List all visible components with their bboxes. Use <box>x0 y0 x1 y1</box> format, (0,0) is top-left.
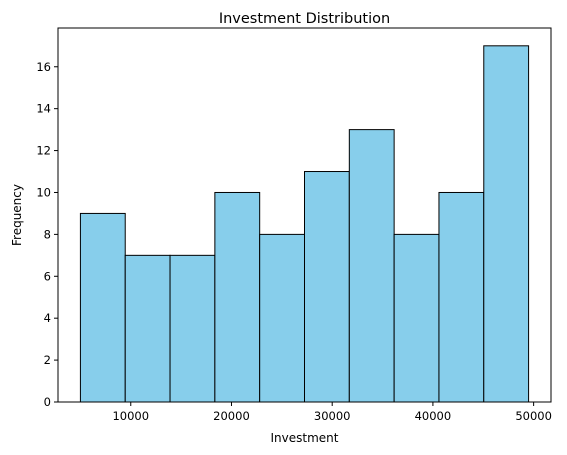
x-axis: 10000 20000 30000 40000 50000 <box>112 402 552 423</box>
histogram-bar <box>214 191 261 403</box>
y-tick-label: 4 <box>44 311 51 325</box>
x-tick-label: 20000 <box>213 409 250 423</box>
x-tick-label: 40000 <box>415 409 452 423</box>
chart-title: Investment Distribution <box>219 11 390 27</box>
y-tick-label: 10 <box>36 185 51 199</box>
y-tick-label: 12 <box>36 144 51 158</box>
y-axis-label: Frequency <box>10 184 24 246</box>
x-axis-label: Investment <box>271 431 339 445</box>
histogram-bar <box>483 45 530 403</box>
x-tick-label: 10000 <box>112 409 149 423</box>
histogram-bar <box>393 233 440 403</box>
histogram-bar <box>169 254 216 403</box>
bars-group <box>79 45 530 403</box>
y-tick-label: 16 <box>36 60 51 74</box>
axes-frame <box>57 27 552 403</box>
x-tick-label: 30000 <box>314 409 351 423</box>
y-tick-label: 6 <box>44 269 51 283</box>
y-tick-label: 8 <box>44 227 51 241</box>
y-tick-label: 0 <box>44 395 51 409</box>
histogram-bar <box>304 171 350 403</box>
histogram-bar <box>79 212 126 403</box>
y-tick-label: 14 <box>36 102 51 116</box>
histogram-bar <box>259 233 306 403</box>
histogram-bar <box>438 191 485 403</box>
y-axis: 0 2 4 6 8 10 12 14 16 <box>36 60 58 409</box>
histogram-bar <box>348 129 395 403</box>
y-tick-label: 2 <box>44 353 51 367</box>
histogram-bar <box>124 254 171 403</box>
x-tick-label: 50000 <box>515 409 552 423</box>
